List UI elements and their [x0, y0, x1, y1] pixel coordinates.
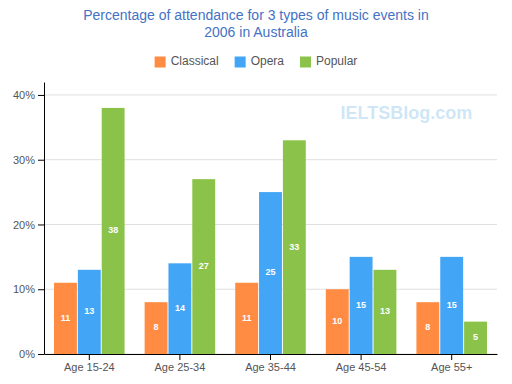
x-tick: Age 55+ — [431, 354, 472, 373]
data-label: 8 — [154, 322, 159, 332]
x-tick-mark — [451, 354, 452, 360]
x-tick-mark — [270, 354, 271, 360]
data-label: 10 — [332, 316, 342, 326]
y-tick-label: 20% — [13, 218, 35, 230]
legend-item: Opera — [235, 54, 285, 68]
x-tick: Age 45-54 — [336, 354, 387, 373]
bar — [54, 283, 77, 354]
y-tick: 40% — [13, 89, 44, 101]
y-tick-mark — [38, 95, 44, 96]
data-label: 33 — [289, 242, 299, 252]
y-tick-label: 40% — [13, 89, 35, 101]
data-labels: 11 8 11 10 8 13 14 25 15 15 38 27 33 13 5 — [61, 225, 478, 342]
legend-item: Classical — [155, 54, 219, 68]
x-tick: Age 15-24 — [64, 354, 115, 373]
data-label: 14 — [175, 303, 185, 313]
bar — [168, 263, 191, 354]
title-line: Percentage of attendance for 3 types of … — [83, 7, 429, 23]
bar — [145, 302, 168, 354]
bar — [192, 179, 215, 354]
data-label: 5 — [473, 332, 478, 342]
data-label: 13 — [380, 306, 390, 316]
data-label: 13 — [84, 306, 94, 316]
bars — [54, 108, 487, 354]
legend-swatch — [155, 57, 166, 68]
bar — [326, 289, 349, 354]
x-tick-mark — [179, 354, 180, 360]
y-tick-mark — [38, 289, 44, 290]
x-tick-label: Age 55+ — [431, 361, 472, 373]
title-line: 2006 in Australia — [204, 24, 308, 40]
x-tick: Age 25-34 — [155, 354, 206, 373]
x-tick-mark — [361, 354, 362, 360]
legend-swatch — [300, 57, 311, 68]
legend: Classical Opera Popular — [155, 54, 358, 68]
bar — [464, 322, 487, 354]
bar — [350, 257, 373, 354]
legend-label: Popular — [316, 54, 357, 68]
y-tick-label: 0% — [19, 348, 35, 360]
bar — [259, 192, 282, 354]
x-tick-label: Age 15-24 — [64, 361, 115, 373]
legend-item: Popular — [300, 54, 357, 68]
grid-line — [44, 94, 497, 95]
bar — [440, 257, 463, 354]
data-label: 38 — [108, 225, 118, 235]
chart: Percentage of attendance for 3 types of … — [0, 0, 512, 384]
data-label: 25 — [265, 267, 275, 277]
bar — [416, 302, 439, 354]
data-label: 27 — [199, 261, 209, 271]
bar — [235, 283, 258, 354]
watermark: IELTSBlog.com — [341, 103, 473, 123]
title: Percentage of attendance for 3 types of … — [83, 7, 429, 40]
y-axis: 0% 10% 20% 30% 40% — [13, 83, 45, 361]
x-tick-label: Age 25-34 — [155, 361, 206, 373]
y-tick-label: 30% — [13, 154, 35, 166]
axis-domain — [44, 83, 45, 355]
y-tick: 0% — [19, 348, 44, 360]
data-label: 8 — [425, 322, 430, 332]
data-label: 11 — [242, 313, 252, 323]
x-tick-label: Age 35-44 — [245, 361, 296, 373]
bar — [283, 140, 306, 354]
y-tick-mark — [38, 160, 44, 161]
data-label: 11 — [61, 313, 71, 323]
data-label: 15 — [356, 300, 366, 310]
y-tick: 20% — [13, 218, 44, 230]
x-tick-label: Age 45-54 — [336, 361, 387, 373]
annotations: IELTSBlog.com — [341, 103, 473, 123]
legend-swatch — [235, 57, 246, 68]
y-tick: 10% — [13, 283, 44, 295]
grid — [44, 95, 497, 354]
bar — [373, 270, 396, 354]
data-label: 15 — [447, 300, 457, 310]
x-tick-mark — [89, 354, 90, 360]
legend-label: Opera — [251, 54, 285, 68]
x-axis: Age 15-24 Age 25-34 Age 35-44 Age 45-54 Age … — [45, 354, 498, 373]
y-tick-mark — [38, 354, 44, 355]
x-tick: Age 35-44 — [245, 354, 296, 373]
y-tick: 30% — [13, 154, 44, 166]
bar — [78, 270, 101, 354]
y-tick-mark — [38, 224, 44, 225]
y-tick-label: 10% — [13, 283, 35, 295]
bar — [102, 108, 125, 354]
legend-label: Classical — [171, 54, 219, 68]
